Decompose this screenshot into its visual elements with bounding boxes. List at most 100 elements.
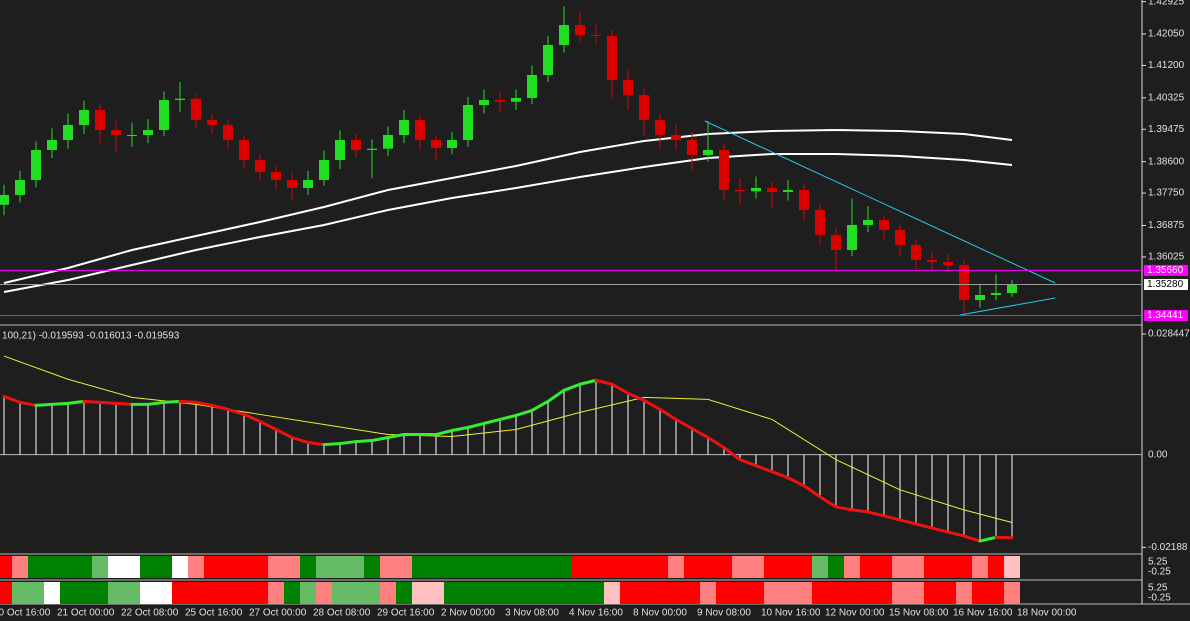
price-level-box: [1144, 278, 1188, 290]
macd-line: [242, 412, 262, 423]
x-tick-label: 16 Nov 16:00: [953, 608, 1013, 619]
macd-line: [258, 419, 278, 431]
macd-line: [898, 518, 918, 526]
strip-label: 5.25: [1148, 583, 1168, 594]
candle-body: [367, 148, 377, 150]
macd-line: [514, 408, 534, 417]
macd-line: [34, 402, 54, 407]
signal-cell: [12, 556, 28, 578]
candle-body: [895, 229, 905, 246]
candle-body: [687, 140, 697, 155]
macd-line: [114, 401, 134, 406]
candle-body: [655, 119, 665, 136]
x-tick-label: 18 Nov 00:00: [1017, 608, 1077, 619]
candle-body: [335, 140, 345, 160]
macd-line: [802, 484, 822, 499]
macd-line: [370, 436, 390, 443]
candle-body: [239, 140, 249, 160]
signal-cell: [1004, 556, 1020, 578]
candle-body: [95, 109, 105, 131]
price-level-box: [1144, 310, 1188, 322]
macd-line: [498, 413, 518, 421]
signal-cell: [924, 582, 956, 604]
candle-body: [815, 210, 825, 235]
candle-body: [31, 149, 41, 180]
macd-line: [210, 403, 230, 411]
signal-cell: [828, 556, 844, 578]
signal-cell: [812, 556, 828, 578]
macd-line: [930, 526, 950, 534]
macd-line: [178, 399, 198, 404]
y-tick-label: 1.39475: [1148, 124, 1185, 135]
signal-cell: [620, 582, 700, 604]
macd-line: [162, 399, 182, 404]
candle-body: [943, 261, 953, 265]
price-level-label: 1.35280: [1147, 279, 1184, 290]
price-level-label: 1.34441: [1147, 310, 1184, 321]
signal-cell: [332, 582, 380, 604]
signal-cell: [412, 556, 572, 578]
x-tick-label: 10 Nov 16:00: [761, 608, 821, 619]
candle-body: [927, 259, 937, 262]
candle-body: [879, 219, 889, 230]
trendline: [704, 120, 1056, 284]
macd-line: [354, 439, 374, 444]
macd-line: [722, 446, 742, 462]
x-tick-label: 15 Nov 08:00: [889, 608, 949, 619]
signal-cell: [380, 582, 396, 604]
candle-body: [543, 44, 553, 75]
moving-average: [3, 129, 1013, 284]
macd-line: [818, 495, 838, 509]
macd-line: [530, 399, 550, 412]
macd-line: [546, 388, 566, 403]
macd-line: [194, 400, 214, 407]
macd-line: [226, 407, 246, 416]
candle-body: [351, 140, 361, 150]
macd-line: [754, 464, 774, 474]
candle-body: [63, 124, 73, 141]
macd-line: [18, 400, 38, 407]
candle-body: [1007, 284, 1017, 293]
candle-body: [751, 187, 761, 192]
macd-line: [962, 534, 982, 543]
signal-cell: [940, 556, 972, 578]
macd-line: [50, 401, 70, 406]
candle-body: [319, 159, 329, 180]
signal-cell: [92, 556, 108, 578]
x-tick-label: 9 Nov 08:00: [697, 608, 751, 619]
candle-body: [783, 189, 793, 192]
candle-body: [767, 187, 777, 192]
macd-line: [914, 522, 934, 530]
candle-body: [991, 292, 1001, 295]
signal-cell: [284, 582, 300, 604]
signal-cell: [412, 582, 444, 604]
signal-cell: [844, 556, 860, 578]
y-tick-label: -0.02188: [1148, 542, 1188, 553]
macd-line: [146, 400, 166, 406]
y-tick-label: 1.41200: [1148, 60, 1185, 71]
y-tick-label: 1.42925: [1148, 0, 1185, 7]
candle-body: [127, 135, 137, 137]
candle-body: [47, 140, 57, 150]
signal-cell: [0, 556, 12, 578]
x-tick-label: 8 Nov 00:00: [633, 608, 687, 619]
signal-cell: [268, 582, 284, 604]
x-tick-label: 4 Nov 16:00: [569, 608, 623, 619]
candle-body: [0, 194, 9, 205]
candle-body: [191, 98, 201, 120]
candle-body: [527, 74, 537, 99]
signal-cell: [700, 582, 716, 604]
signal-cell: [684, 556, 732, 578]
candle-body: [431, 140, 441, 148]
candle-body: [303, 179, 313, 188]
candle-body: [847, 224, 857, 251]
macd-line: [386, 433, 406, 440]
signal-cell: [172, 556, 188, 578]
candle-body: [831, 234, 841, 251]
macd-line: [770, 470, 790, 480]
price-level-box: [1144, 264, 1188, 276]
candle-body: [383, 135, 393, 149]
macd-line: [978, 535, 998, 543]
macd-line: [786, 476, 806, 488]
